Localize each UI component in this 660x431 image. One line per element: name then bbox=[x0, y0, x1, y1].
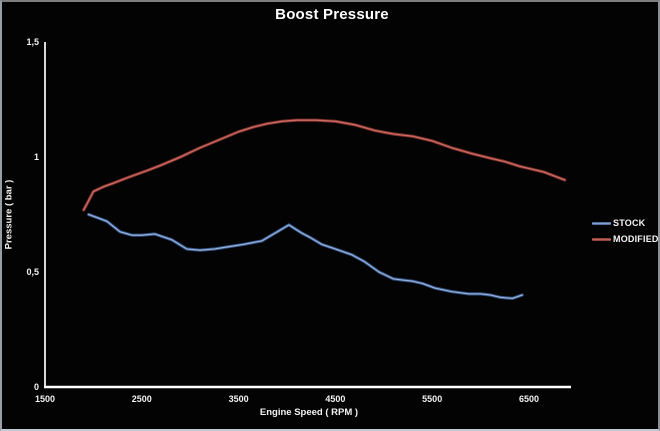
series-line-stock bbox=[86, 212, 524, 300]
y-tick-label: 1,5 bbox=[26, 37, 39, 47]
x-tick-label: 2500 bbox=[131, 394, 152, 404]
series-line-modified bbox=[83, 119, 566, 211]
legend-line-icon bbox=[592, 237, 611, 241]
x-tick-label: 6500 bbox=[518, 394, 540, 404]
series-line-stock bbox=[87, 213, 523, 300]
legend-item-stock: STOCK bbox=[592, 215, 658, 231]
series-line-modified bbox=[82, 118, 567, 212]
legend-item-modified: MODIFIED bbox=[592, 231, 659, 247]
y-axis-title: Pressure ( bar ) bbox=[3, 179, 15, 250]
legend-label: STOCK bbox=[613, 218, 646, 228]
legend: STOCK MODIFIED bbox=[592, 215, 659, 247]
y-tick-label: 0 bbox=[33, 382, 39, 392]
y-tick-label: 1 bbox=[33, 152, 39, 162]
x-tick-label: 3500 bbox=[228, 394, 249, 404]
x-axis-title: Engine Speed ( RPM ) bbox=[259, 407, 359, 418]
legend-label: MODIFIED bbox=[613, 234, 659, 244]
chart-title: Boost Pressure bbox=[275, 6, 389, 23]
x-tick-label: 4500 bbox=[325, 394, 346, 404]
x-tick-label: 1500 bbox=[34, 394, 56, 404]
y-tick-label: 0,5 bbox=[26, 267, 39, 277]
x-tick-label: 5500 bbox=[422, 394, 443, 404]
legend-line-icon bbox=[592, 221, 611, 225]
